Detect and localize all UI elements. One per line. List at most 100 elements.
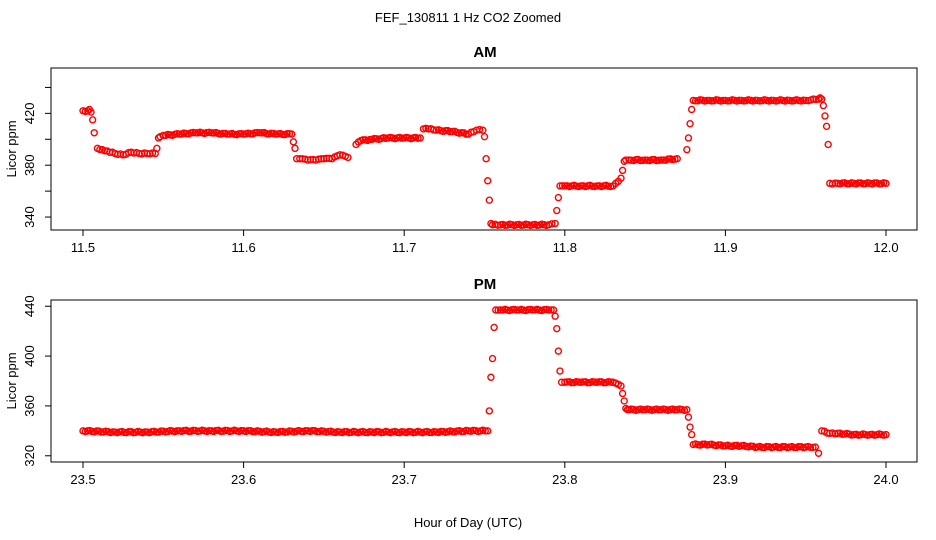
pm-data-point <box>152 428 161 436</box>
am-data-point <box>283 129 291 138</box>
pm-data-point <box>730 441 739 450</box>
am-data-point <box>831 179 839 187</box>
pm-data-point <box>595 378 603 386</box>
pm-data-point <box>618 389 627 398</box>
am-data-point <box>821 112 829 120</box>
am-data-point <box>751 96 759 105</box>
pm-data-point <box>249 427 257 436</box>
am-data-point <box>620 157 628 166</box>
figure-title: FEF_130811 1 Hz CO2 Zoomed <box>375 10 561 25</box>
am-data-point <box>482 155 490 163</box>
am-y-axis-label: Licor ppm <box>4 120 19 177</box>
am-data-point <box>617 174 625 182</box>
pm-data-point <box>714 441 723 449</box>
am-data-point <box>577 182 585 190</box>
pm-data-point <box>811 443 820 451</box>
am-data-point <box>618 166 627 175</box>
am-x-tick-label: 12.0 <box>873 240 898 255</box>
am-data-point <box>556 182 564 190</box>
pm-data-point <box>554 347 563 355</box>
am-data-point <box>219 129 227 138</box>
am-data-point <box>479 126 487 134</box>
pm-y-axis: 320 360 400 440 <box>22 295 51 467</box>
pm-data-point <box>340 427 349 436</box>
pm-y-axis-label: Licor ppm <box>4 352 19 409</box>
am-data-point <box>687 105 696 114</box>
am-data-point <box>416 134 424 142</box>
am-data-point <box>153 144 161 153</box>
am-data-point <box>719 96 727 105</box>
pm-y-tick-label: 440 <box>22 295 37 317</box>
pm-x-tick-label: 23.9 <box>713 472 738 487</box>
am-data-point <box>870 179 879 187</box>
am-data-point <box>289 138 298 146</box>
am-data-point <box>223 130 232 138</box>
pm-x-axis: 23.5 23.6 23.7 23.8 23.9 24.0 <box>70 462 899 487</box>
am-data-point <box>487 219 495 228</box>
pm-data-point <box>457 427 466 436</box>
am-panel-title: AM <box>473 44 496 61</box>
am-data-point <box>735 96 743 105</box>
pm-x-tick-label: 23.6 <box>231 472 256 487</box>
pm-data-point <box>551 312 559 320</box>
pm-data-point <box>157 427 165 435</box>
am-data-point <box>684 134 693 142</box>
pm-data-point <box>487 373 495 381</box>
am-data-point <box>822 122 831 131</box>
am-data-point <box>553 206 561 215</box>
am-data-point <box>88 116 97 124</box>
pm-data-point <box>617 382 625 390</box>
am-x-tick-label: 11.9 <box>713 240 737 255</box>
am-x-tick-label: 11.8 <box>553 240 577 255</box>
am-x-tick-label: 11.6 <box>231 240 255 255</box>
am-data-point <box>87 108 95 116</box>
pm-data-point <box>184 427 193 435</box>
pm-y-tick-label: 400 <box>22 345 37 367</box>
pm-data-point <box>684 413 693 421</box>
am-data-point <box>291 144 299 153</box>
am-data-point <box>255 129 264 137</box>
am-data-point <box>843 180 851 188</box>
am-data-point <box>814 95 823 103</box>
am-data-point <box>686 120 694 128</box>
am-data-point <box>548 220 556 228</box>
am-data-point <box>191 129 200 137</box>
pm-data-point <box>484 427 492 435</box>
am-data-point <box>96 145 104 154</box>
am-data-point <box>819 101 828 110</box>
am-data-point <box>683 145 691 154</box>
am-data-point <box>816 94 824 102</box>
am-x-tick-label: 11.7 <box>392 240 416 255</box>
am-y-tick-label: 340 <box>22 206 37 228</box>
am-data-point <box>673 155 681 163</box>
am-data-point <box>657 156 665 164</box>
panel-am: AM Licor ppm 11.5 11.6 11.7 11.8 11.9 12.0 34… <box>4 44 918 255</box>
panel-pm: PM Licor ppm 23.5 23.6 23.7 23.8 23.9 24.0 32… <box>4 276 918 487</box>
am-data-point <box>485 196 494 204</box>
pm-data-point <box>567 378 576 387</box>
pm-data-point <box>683 405 691 414</box>
pm-data-point <box>485 407 494 415</box>
pm-x-tick-label: 23.5 <box>70 472 95 487</box>
am-data-point <box>882 179 890 188</box>
am-x-tick-label: 11.5 <box>71 240 95 255</box>
pm-data-point <box>244 426 252 435</box>
pm-data-point <box>494 306 502 314</box>
pm-points <box>79 305 890 457</box>
pm-data-point <box>512 306 521 314</box>
am-data-point <box>475 125 484 134</box>
figure-x-axis-label: Hour of Day (UTC) <box>414 515 522 530</box>
pm-data-point <box>216 427 225 435</box>
am-y-tick-label: 420 <box>22 103 37 125</box>
pm-data-point <box>490 323 498 332</box>
am-data-point <box>484 177 492 185</box>
am-data-point <box>558 182 567 190</box>
am-data-point <box>818 95 826 103</box>
am-plot-frame <box>50 67 918 231</box>
am-y-tick-label: 380 <box>22 154 37 176</box>
pm-data-point <box>814 449 823 457</box>
am-data-point <box>480 132 489 141</box>
pm-data-point <box>687 430 696 439</box>
pm-y-tick-label: 320 <box>22 445 37 467</box>
